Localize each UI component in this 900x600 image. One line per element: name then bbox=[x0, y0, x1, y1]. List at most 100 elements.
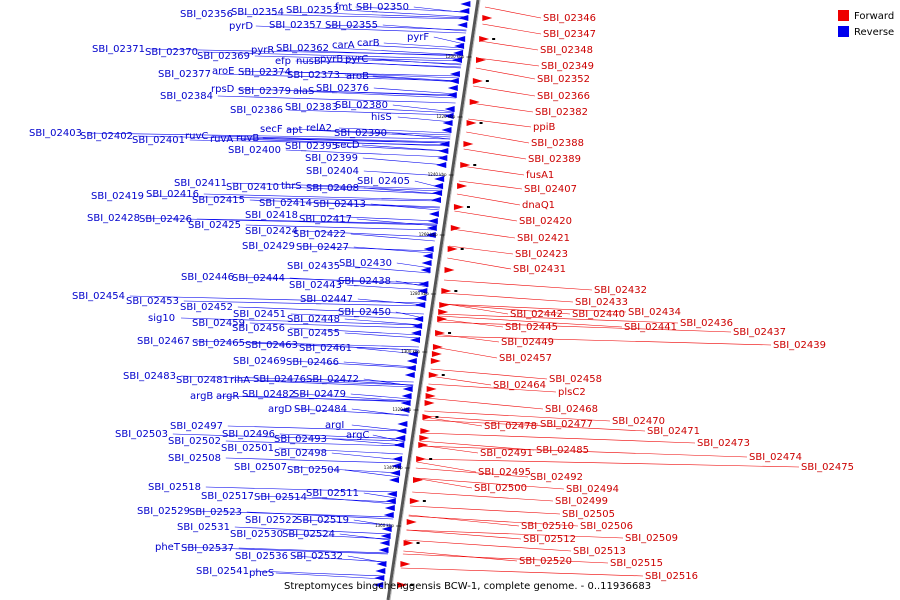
forward-gene-label[interactable]: SBI_02434 bbox=[628, 307, 681, 318]
forward-gene-label[interactable]: SBI_02491 bbox=[480, 448, 533, 459]
forward-gene-label[interactable]: SBI_02349 bbox=[541, 61, 594, 72]
reverse-gene-label[interactable]: SBI_02425 bbox=[188, 220, 241, 231]
forward-gene-label[interactable]: SBI_02513 bbox=[573, 546, 626, 557]
reverse-gene-label[interactable]: SBI_02469 bbox=[233, 356, 286, 367]
forward-gene-label[interactable]: SBI_02389 bbox=[528, 154, 581, 165]
forward-gene-label[interactable]: SBI_02437 bbox=[733, 327, 786, 338]
reverse-gene-label[interactable]: pheS bbox=[249, 568, 274, 579]
reverse-gene-label[interactable]: SBI_02404 bbox=[306, 166, 359, 177]
reverse-gene-label[interactable]: SBI_02498 bbox=[274, 448, 327, 459]
forward-gene-label[interactable]: SBI_02470 bbox=[612, 416, 665, 427]
forward-gene-label[interactable]: SBI_02475 bbox=[801, 462, 854, 473]
forward-gene-label[interactable]: SBI_02407 bbox=[524, 184, 577, 195]
reverse-gene-label[interactable]: sig10 bbox=[148, 313, 175, 324]
reverse-gene-label[interactable]: SBI_02453 bbox=[126, 296, 179, 307]
reverse-gene-label[interactable]: SBI_02369 bbox=[197, 51, 250, 62]
reverse-gene-label[interactable]: SBI_02410 bbox=[226, 182, 279, 193]
reverse-gene-label[interactable]: SBI_02503 bbox=[115, 429, 168, 440]
reverse-gene-label[interactable]: secF bbox=[260, 124, 283, 135]
forward-gene-label[interactable]: SBI_02449 bbox=[501, 337, 554, 348]
reverse-gene-label[interactable]: rpsD bbox=[211, 84, 235, 95]
forward-gene-label[interactable]: SBI_02348 bbox=[540, 45, 593, 56]
forward-gene-label[interactable]: SBI_02505 bbox=[562, 509, 615, 520]
forward-gene-label[interactable]: SBI_02468 bbox=[545, 404, 598, 415]
forward-gene-label[interactable]: SBI_02441 bbox=[624, 322, 677, 333]
forward-gene-label[interactable]: plsC2 bbox=[558, 387, 586, 398]
reverse-gene-label[interactable]: SBI_02374 bbox=[238, 67, 291, 78]
forward-gene-label[interactable]: SBI_02352 bbox=[537, 74, 590, 85]
reverse-gene-label[interactable]: SBI_02380 bbox=[335, 100, 388, 111]
reverse-gene-label[interactable]: SBI_02438 bbox=[338, 276, 391, 287]
forward-gene-label[interactable]: SBI_02477 bbox=[540, 419, 593, 430]
forward-gene-label[interactable]: SBI_02499 bbox=[555, 496, 608, 507]
reverse-gene-label[interactable]: carB bbox=[357, 38, 380, 49]
reverse-gene-label[interactable]: SBI_02463 bbox=[245, 340, 298, 351]
reverse-gene-label[interactable]: SBI_02383 bbox=[285, 102, 338, 113]
reverse-gene-label[interactable]: SBI_02422 bbox=[293, 229, 346, 240]
reverse-gene-label[interactable]: SBI_02467 bbox=[137, 336, 190, 347]
forward-gene-label[interactable]: SBI_02458 bbox=[549, 374, 602, 385]
forward-gene-label[interactable]: SBI_02495 bbox=[478, 467, 531, 478]
reverse-gene-label[interactable]: SBI_02354 bbox=[231, 7, 284, 18]
reverse-gene-label[interactable]: SBI_02448 bbox=[287, 314, 340, 325]
reverse-gene-label[interactable]: SBI_02413 bbox=[313, 199, 366, 210]
reverse-gene-label[interactable]: SBI_02414 bbox=[259, 198, 312, 209]
reverse-gene-label[interactable]: pyrB bbox=[320, 54, 343, 65]
reverse-gene-label[interactable]: SBI_02522 bbox=[245, 515, 298, 526]
reverse-gene-label[interactable]: relA2 bbox=[306, 123, 332, 134]
forward-gene-label[interactable]: SBI_02346 bbox=[543, 13, 596, 24]
forward-gene-label[interactable]: SBI_02440 bbox=[572, 309, 625, 320]
reverse-gene-label[interactable]: aroE bbox=[212, 66, 234, 77]
reverse-gene-label[interactable]: SBI_02408 bbox=[306, 183, 359, 194]
reverse-gene-label[interactable]: SBI_02504 bbox=[287, 465, 340, 476]
forward-gene-label[interactable]: fusA1 bbox=[526, 170, 554, 181]
forward-gene-label[interactable]: SBI_02431 bbox=[513, 264, 566, 275]
reverse-gene-label[interactable]: SBI_02536 bbox=[235, 551, 288, 562]
reverse-gene-label[interactable]: SBI_02399 bbox=[305, 153, 358, 164]
reverse-gene-label[interactable]: SBI_02450 bbox=[338, 307, 391, 318]
reverse-gene-label[interactable]: SBI_02451 bbox=[233, 309, 286, 320]
reverse-gene-label[interactable]: SBI_02435 bbox=[287, 261, 340, 272]
reverse-gene-label[interactable]: SBI_02379 bbox=[238, 86, 291, 97]
reverse-gene-label[interactable]: SBI_02403 bbox=[29, 128, 82, 139]
forward-gene-label[interactable]: SBI_02474 bbox=[749, 452, 802, 463]
reverse-gene-label[interactable]: SBI_02511 bbox=[306, 488, 359, 499]
forward-gene-label[interactable]: SBI_02388 bbox=[531, 138, 584, 149]
reverse-gene-label[interactable]: pheT bbox=[155, 542, 181, 553]
forward-gene-label[interactable]: SBI_02423 bbox=[515, 249, 568, 260]
forward-gene-label[interactable]: SBI_02457 bbox=[499, 353, 552, 364]
reverse-gene-label[interactable]: SBI_02501 bbox=[221, 443, 274, 454]
forward-gene-label[interactable]: SBI_02510 bbox=[521, 521, 574, 532]
reverse-gene-label[interactable]: SBI_02519 bbox=[296, 515, 349, 526]
reverse-gene-label[interactable]: SBI_02514 bbox=[254, 492, 307, 503]
reverse-gene-label[interactable]: SBI_02405 bbox=[357, 176, 410, 187]
reverse-gene-label[interactable]: fmt bbox=[335, 2, 352, 13]
reverse-gene-label[interactable]: SBI_02455 bbox=[287, 328, 340, 339]
reverse-gene-label[interactable]: SBI_02507 bbox=[234, 462, 287, 473]
reverse-gene-label[interactable]: SBI_02529 bbox=[137, 506, 190, 517]
reverse-gene-label[interactable]: nusB bbox=[296, 56, 321, 67]
reverse-gene-label[interactable]: pyrF bbox=[407, 32, 429, 43]
reverse-gene-label[interactable]: SBI_02497 bbox=[170, 421, 223, 432]
reverse-gene-label[interactable]: efp bbox=[275, 56, 291, 67]
reverse-gene-label[interactable]: SBI_02350 bbox=[356, 2, 409, 13]
forward-gene-label[interactable]: SBI_02509 bbox=[625, 533, 678, 544]
reverse-gene-label[interactable]: ruvB bbox=[236, 133, 259, 144]
forward-gene-label[interactable]: SBI_02515 bbox=[610, 558, 663, 569]
forward-gene-label[interactable]: SBI_02516 bbox=[645, 571, 698, 582]
reverse-gene-label[interactable]: SBI_02444 bbox=[232, 273, 285, 284]
reverse-gene-label[interactable]: SBI_02518 bbox=[148, 482, 201, 493]
reverse-gene-label[interactable]: SBI_02452 bbox=[180, 302, 233, 313]
reverse-gene-label[interactable]: SBI_02362 bbox=[276, 43, 329, 54]
reverse-gene-label[interactable]: ruvA bbox=[210, 134, 233, 145]
forward-gene-label[interactable]: SBI_02494 bbox=[566, 484, 619, 495]
reverse-gene-label[interactable]: SBI_02373 bbox=[287, 70, 340, 81]
forward-gene-label[interactable]: dnaQ1 bbox=[522, 200, 555, 211]
forward-gene-label[interactable]: SBI_02512 bbox=[523, 534, 576, 545]
reverse-gene-label[interactable]: SBI_02481 bbox=[176, 375, 229, 386]
reverse-gene-label[interactable]: SBI_02357 bbox=[269, 20, 322, 31]
reverse-gene-label[interactable]: SBI_02390 bbox=[334, 128, 387, 139]
forward-gene-label[interactable]: SBI_02478 bbox=[484, 421, 537, 432]
reverse-gene-label[interactable]: alaS bbox=[293, 86, 314, 97]
reverse-gene-label[interactable]: SBI_02384 bbox=[160, 91, 213, 102]
